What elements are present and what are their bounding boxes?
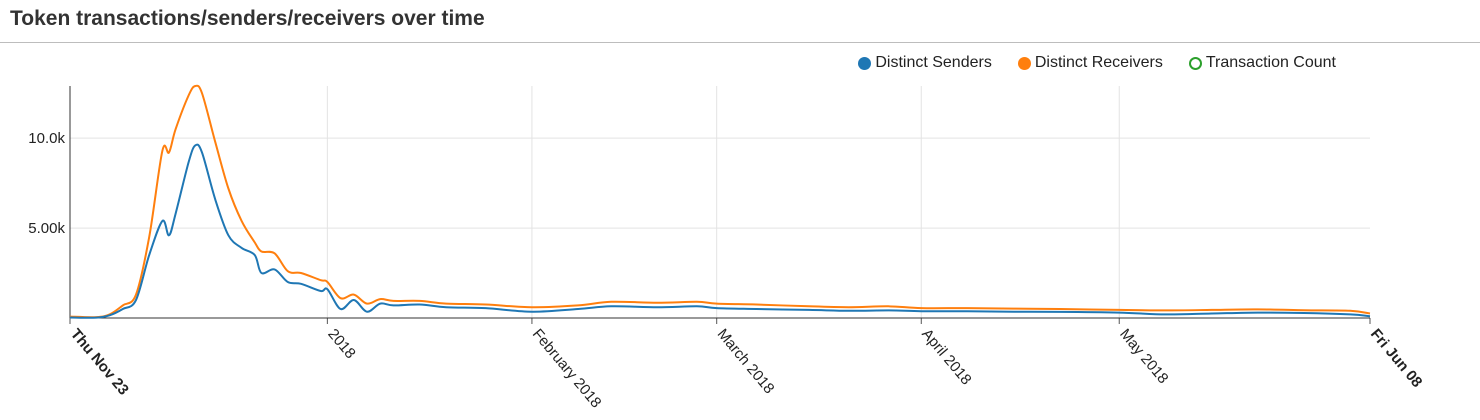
x-tick-label: April 2018 xyxy=(918,326,974,389)
legend-item-distinct-receivers[interactable]: Distinct Receivers xyxy=(1017,54,1163,72)
x-tick-label: Fri Jun 08 xyxy=(1367,326,1426,391)
legend-swatch xyxy=(1188,56,1202,70)
y-tick-label: 5.00k xyxy=(28,220,65,237)
x-tick-label: February 2018 xyxy=(529,326,605,412)
legend-label: Distinct Senders xyxy=(875,54,992,71)
legend-label: Transaction Count xyxy=(1205,54,1336,71)
y-tick-label: 10.0k xyxy=(28,130,65,147)
series-line-distinct-receivers xyxy=(69,84,1371,319)
x-tick-label: Thu Nov 23 xyxy=(67,326,132,399)
legend-swatch xyxy=(858,56,872,70)
legend-item-transaction-count[interactable]: Transaction Count xyxy=(1188,54,1336,72)
x-tick-label: March 2018 xyxy=(714,326,778,398)
legend-item-distinct-senders[interactable]: Distinct Senders xyxy=(858,54,992,72)
x-tick-label: May 2018 xyxy=(1116,326,1171,387)
legend: Distinct Senders Distinct Receivers Transa… xyxy=(858,54,1336,72)
chart-title: Token transactions/senders/receivers ove… xyxy=(10,7,485,30)
legend-label: Distinct Receivers xyxy=(1034,54,1163,71)
x-tick-label: 2018 xyxy=(324,326,358,362)
legend-swatch xyxy=(1017,56,1031,70)
series-line-distinct-senders xyxy=(69,143,1371,319)
chart-header: Token transactions/senders/receivers ove… xyxy=(0,0,1480,43)
